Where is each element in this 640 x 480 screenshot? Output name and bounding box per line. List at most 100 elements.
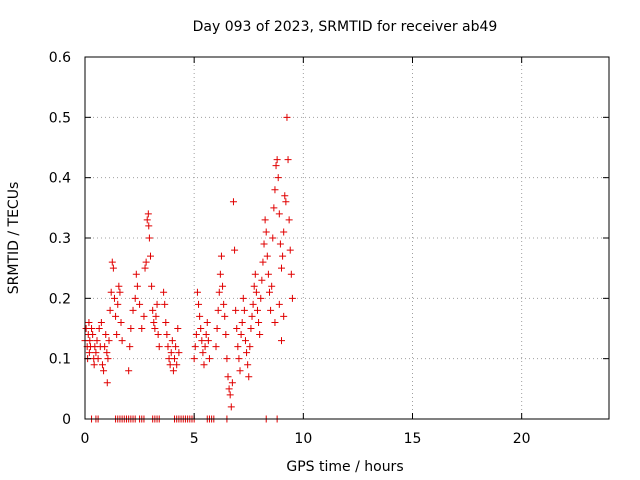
data-point-0-156 xyxy=(279,252,287,260)
data-point-0-47 xyxy=(136,300,144,308)
data-point-0-24 xyxy=(103,349,111,357)
x-tick-label-4: 20 xyxy=(513,431,531,447)
data-point-0-30 xyxy=(108,258,116,266)
data-point-0-82 xyxy=(192,331,200,339)
data-point-0-25 xyxy=(103,379,111,387)
data-point-0-102 xyxy=(220,300,228,308)
data-point-0-43 xyxy=(129,306,137,314)
data-point-0-5 xyxy=(85,318,93,326)
data-point-0-136 xyxy=(257,294,265,302)
data-point-0-112 xyxy=(231,246,239,254)
data-point-0-65 xyxy=(160,288,168,296)
data-point-0-75 xyxy=(171,355,179,363)
data-point-0-108 xyxy=(226,391,234,399)
data-point-0-38 xyxy=(117,318,125,326)
data-point-0-138 xyxy=(259,258,267,266)
data-point-0-42 xyxy=(127,325,135,332)
data-point-0-110 xyxy=(228,379,236,387)
data-point-0-6 xyxy=(85,349,93,357)
data-point-0-89 xyxy=(200,361,208,369)
data-point-0-62 xyxy=(153,300,161,308)
x-tick-label-1: 5 xyxy=(190,431,199,447)
data-point-0-118 xyxy=(237,331,245,339)
data-point-0-85 xyxy=(196,312,204,320)
data-point-0-159 xyxy=(282,198,290,206)
data-point-0-114 xyxy=(233,325,241,332)
data-point-0-34 xyxy=(113,331,121,339)
data-point-0-160 xyxy=(283,113,291,121)
data-point-0-158 xyxy=(281,192,289,200)
data-point-0-60 xyxy=(151,325,159,332)
data-point-0-116 xyxy=(235,355,243,363)
data-point-0-95 xyxy=(212,343,220,351)
data-point-0-51 xyxy=(142,258,150,266)
data-point-0-96 xyxy=(213,325,221,332)
data-point-0-101 xyxy=(219,282,227,290)
data-point-0-144 xyxy=(265,288,273,296)
plot-area-frame xyxy=(84,56,610,420)
data-point-0-97 xyxy=(214,306,222,314)
data-point-0-21 xyxy=(100,367,108,375)
data-point-0-35 xyxy=(114,300,122,308)
data-point-0-149 xyxy=(271,186,279,194)
data-point-0-17 xyxy=(95,325,103,332)
data-point-0-105 xyxy=(223,355,231,363)
data-point-0-71 xyxy=(166,361,174,369)
data-point-0-59 xyxy=(150,318,158,326)
data-point-0-167 xyxy=(278,337,285,345)
y-tick-label-0: 0 xyxy=(62,412,71,428)
data-point-0-55 xyxy=(145,234,153,242)
y-tick-label-1: 0.1 xyxy=(49,352,71,368)
data-point-0-12 xyxy=(90,361,98,369)
data-point-0-61 xyxy=(152,312,160,320)
data-point-0-73 xyxy=(168,337,176,345)
data-point-0-19 xyxy=(97,318,105,326)
data-point-0-155 xyxy=(278,264,285,272)
data-point-0-83 xyxy=(193,288,201,296)
data-point-0-22 xyxy=(101,343,109,351)
data-point-0-164 xyxy=(287,270,295,278)
data-point-0-163 xyxy=(286,246,294,254)
data-point-0-45 xyxy=(132,270,140,278)
data-point-0-98 xyxy=(215,288,223,296)
data-point-0-153 xyxy=(275,210,283,218)
data-point-0-9 xyxy=(88,325,96,332)
data-point-0-157 xyxy=(280,228,288,236)
data-point-0-68 xyxy=(163,331,171,339)
data-point-0-16 xyxy=(94,355,102,363)
data-point-0-129 xyxy=(249,300,257,308)
y-tick-label-4: 0.4 xyxy=(49,171,71,187)
data-point-0-150 xyxy=(272,162,280,170)
data-point-0-106 xyxy=(224,373,232,381)
data-point-0-104 xyxy=(222,331,230,339)
data-point-0-111 xyxy=(229,198,237,206)
data-point-0-46 xyxy=(133,282,141,290)
y-tick-label-2: 0.2 xyxy=(49,291,71,307)
data-point-0-54 xyxy=(145,222,153,230)
data-point-0-28 xyxy=(106,306,114,314)
data-point-0-72 xyxy=(167,349,175,357)
data-point-0-39 xyxy=(118,337,126,345)
data-point-0-37 xyxy=(116,288,124,296)
y-axis-label: SRMTID / TECUs xyxy=(6,182,22,295)
data-point-0-74 xyxy=(169,367,177,375)
data-point-0-86 xyxy=(197,325,205,332)
data-point-0-141 xyxy=(262,228,270,236)
x-axis-label: GPS time / hours xyxy=(286,459,403,475)
data-point-0-131 xyxy=(251,270,259,278)
data-point-0-142 xyxy=(263,252,271,260)
data-point-0-100 xyxy=(217,252,225,260)
data-point-0-140 xyxy=(261,216,269,224)
data-point-0-134 xyxy=(255,318,263,326)
data-point-0-139 xyxy=(260,240,268,248)
data-point-0-109 xyxy=(227,403,235,411)
data-point-0-125 xyxy=(245,373,253,381)
data-point-0-26 xyxy=(104,355,112,363)
data-point-0-41 xyxy=(126,343,134,351)
data-point-0-115 xyxy=(234,343,242,351)
data-point-0-135 xyxy=(256,331,264,339)
data-point-0-66 xyxy=(161,300,169,308)
data-point-0-87 xyxy=(198,337,206,345)
x-tick-label-0: 0 xyxy=(81,431,90,447)
